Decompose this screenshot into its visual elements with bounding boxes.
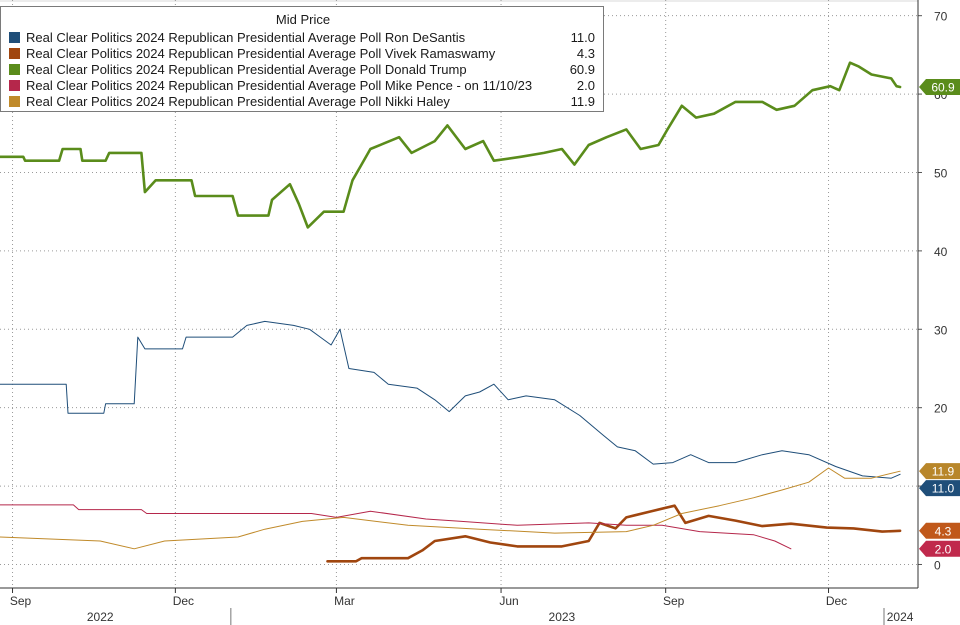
year-label: 2023 <box>549 610 576 624</box>
year-label: 2024 <box>887 610 914 624</box>
y-tick-label: 0 <box>934 558 941 572</box>
value-tag-label: 4.3 <box>935 524 952 538</box>
series-layer <box>0 61 902 563</box>
legend-value: 11.0 <box>570 30 595 45</box>
value-tag-shape <box>919 79 960 96</box>
value-tag: 2.0 <box>919 540 960 557</box>
value-tag-label: 2.0 <box>935 542 952 556</box>
series-line-1 <box>326 504 902 563</box>
y-tick-label: 30 <box>934 323 948 337</box>
x-tick-label: Sep <box>663 594 685 608</box>
y-tick-label: 20 <box>934 402 948 416</box>
year-label: 2022 <box>87 610 114 624</box>
legend-value: 2.0 <box>576 78 595 93</box>
value-tag: 11.0 <box>919 480 960 497</box>
value-tag-shape <box>919 480 960 497</box>
series-line-0 <box>0 320 901 479</box>
legend-label: Real Clear Politics 2024 Republican Pres… <box>26 46 496 61</box>
legend-item-ramaswamy: Real Clear Politics 2024 Republican Pres… <box>9 46 601 62</box>
value-tag-shape <box>919 540 960 557</box>
legend-label: Real Clear Politics 2024 Republican Pres… <box>26 94 450 109</box>
legend-value: 60.9 <box>569 62 595 77</box>
y-tick-label: 40 <box>934 245 948 259</box>
value-tags: 60.9 11.9 11.0 4.3 2.0 <box>919 79 960 557</box>
y-tick-label: 50 <box>934 166 948 180</box>
legend-title: Mid Price <box>275 12 331 27</box>
legend-swatch <box>9 64 20 75</box>
value-tag: 11.9 <box>919 463 960 480</box>
series-line-4 <box>0 467 901 550</box>
legend-swatch <box>9 32 20 43</box>
legend-item-desantis: Real Clear Politics 2024 Republican Pres… <box>9 30 601 46</box>
value-tag: 4.3 <box>919 522 960 539</box>
legend-item-trump: Real Clear Politics 2024 Republican Pres… <box>9 62 601 78</box>
legend-swatch <box>9 96 20 107</box>
legend-swatch <box>9 48 20 59</box>
x-tick-label: Dec <box>173 594 194 608</box>
value-tag-label: 11.9 <box>932 465 955 479</box>
value-tag-label: 60.9 <box>931 81 955 95</box>
value-tag-shape <box>919 522 960 539</box>
legend-item-pence: Real Clear Politics 2024 Republican Pres… <box>9 78 601 94</box>
series-line-2 <box>0 61 902 229</box>
legend-swatch <box>9 80 20 91</box>
legend-label: Real Clear Politics 2024 Republican Pres… <box>26 62 467 77</box>
x-tick-label: Dec <box>826 594 847 608</box>
legend-value: 11.9 <box>570 94 595 109</box>
x-tick-label: Sep <box>10 594 32 608</box>
legend-value: 4.3 <box>576 46 595 61</box>
value-tag-label: 11.0 <box>932 482 955 496</box>
value-tag-shape <box>919 463 960 480</box>
value-tag: 60.9 <box>919 79 960 96</box>
legend-label: Real Clear Politics 2024 Republican Pres… <box>26 30 466 45</box>
chart-legend: Mid Price Real Clear Politics 2024 Repub… <box>0 6 604 112</box>
legend-label: Real Clear Politics 2024 Republican Pres… <box>26 78 533 93</box>
series-line-3 <box>0 504 792 550</box>
x-tick-label: Mar <box>334 594 355 608</box>
legend-item-haley: Real Clear Politics 2024 Republican Pres… <box>9 94 601 110</box>
y-tick-label: 70 <box>934 10 948 24</box>
x-tick-label: Jun <box>499 594 518 608</box>
